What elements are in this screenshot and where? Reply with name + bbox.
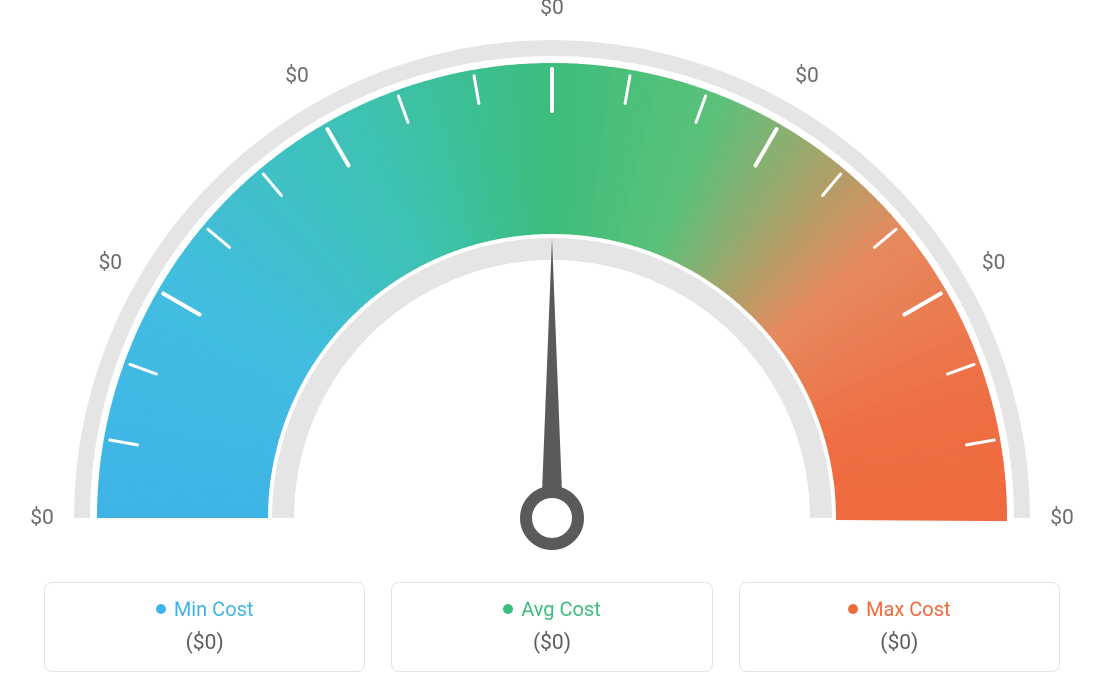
legend-label: Max Cost — [866, 597, 951, 621]
legend-row: Min Cost ($0) Avg Cost ($0) Max Cost ($0… — [44, 582, 1060, 672]
gauge-tick-label: $0 — [285, 64, 309, 88]
legend-card-max: Max Cost ($0) — [739, 582, 1060, 672]
legend-label: Min Cost — [174, 597, 254, 621]
gauge-tick-label: $0 — [99, 251, 123, 275]
dot-icon — [503, 604, 513, 614]
gauge-tick-label: $0 — [795, 64, 819, 88]
gauge-tick-label: $0 — [30, 506, 54, 530]
legend-card-avg: Avg Cost ($0) — [391, 582, 712, 672]
dot-icon — [848, 604, 858, 614]
gauge-chart: $0 $0 $0 $0 $0 $0 $0 — [0, 0, 1104, 570]
legend-value: ($0) — [750, 631, 1049, 655]
dot-icon — [156, 604, 166, 614]
gauge-svg — [0, 0, 1104, 570]
gauge-tick-label: $0 — [982, 251, 1006, 275]
legend-header: Min Cost — [55, 597, 354, 621]
gauge-tick-label: $0 — [1050, 506, 1074, 530]
legend-header: Max Cost — [750, 597, 1049, 621]
legend-value: ($0) — [55, 631, 354, 655]
legend-value: ($0) — [402, 631, 701, 655]
legend-label: Avg Cost — [521, 597, 601, 621]
gauge-tick-label: $0 — [540, 0, 564, 20]
legend-card-min: Min Cost ($0) — [44, 582, 365, 672]
legend-header: Avg Cost — [402, 597, 701, 621]
